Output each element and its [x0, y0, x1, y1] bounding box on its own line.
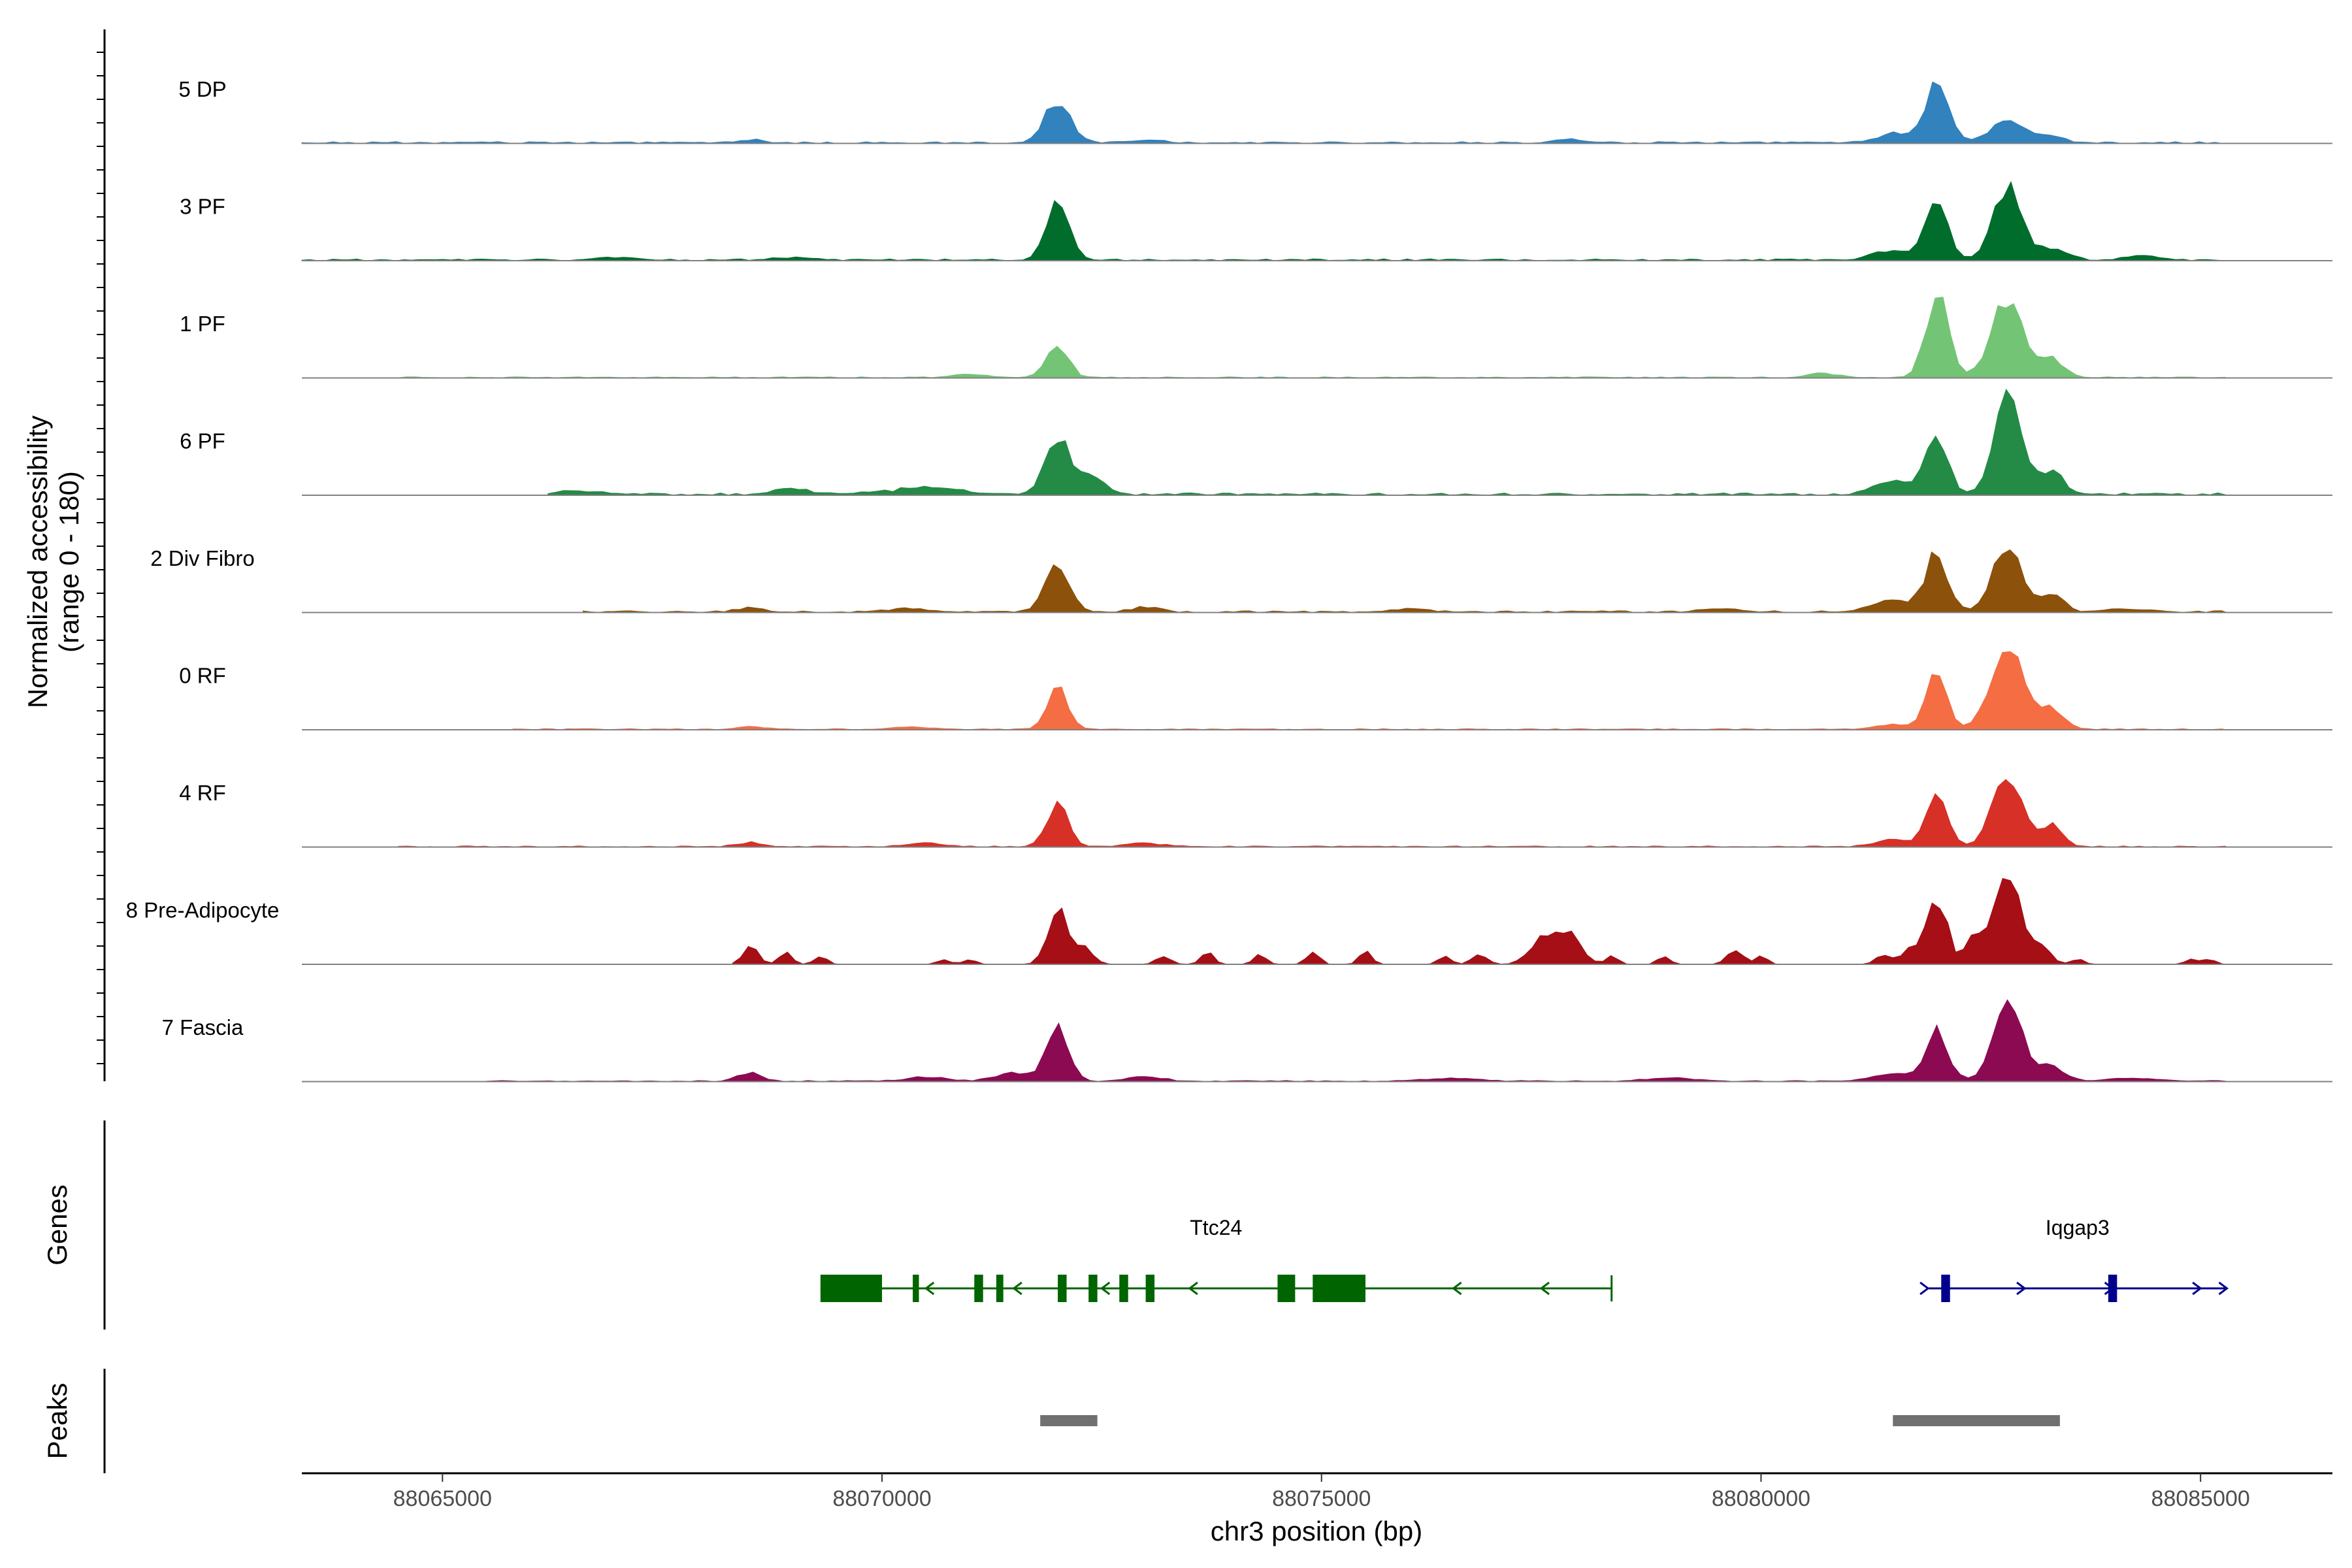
strand-arrow [2016, 1281, 2027, 1296]
gene-exon [1058, 1275, 1067, 1302]
track-label: 4 RF [179, 781, 226, 805]
gene: Iqgap3 [1919, 1216, 2229, 1302]
coverage-area [583, 549, 2227, 613]
coverage-area [301, 180, 2227, 261]
gene-exon [1313, 1275, 1365, 1302]
coverage-area [486, 999, 2227, 1083]
peaks-track [103, 1369, 2060, 1473]
x-tick-label: 88065000 [393, 1486, 492, 1511]
gene-exon [974, 1275, 983, 1302]
track-label: 0 RF [179, 664, 226, 688]
coverage-track: 5 DP [178, 77, 2332, 144]
strand-arrow [1188, 1281, 1198, 1296]
coverage-area [301, 81, 2227, 144]
gene-label: Ttc24 [1190, 1216, 1242, 1239]
coverage-area [547, 388, 2227, 496]
strand-arrow [2104, 1281, 2115, 1296]
gene-exon [913, 1275, 919, 1302]
x-axis: 88065000 88070000 88075000 88080000 88085000 [302, 1472, 2332, 1511]
coverage-track: 3 PF [180, 180, 2332, 261]
track-label: 3 PF [180, 195, 225, 219]
gene-exon [1088, 1275, 1098, 1302]
x-axis-title: chr3 position (bp) [1211, 1516, 1423, 1546]
coverage-area [398, 297, 2227, 379]
strand-arrow [1012, 1281, 1022, 1296]
x-tick-label: 88080000 [1712, 1486, 1810, 1511]
gene-label: Iqgap3 [2046, 1216, 2110, 1239]
strand-arrow [1919, 1281, 1930, 1296]
y-axis-title-line1: Normalized accessibility [22, 416, 53, 708]
coverage-area [732, 877, 2227, 965]
x-tick-label: 88085000 [2151, 1486, 2250, 1511]
track-label: 1 PF [180, 312, 225, 336]
coverage-track: 0 RF [179, 651, 2332, 730]
strand-arrow [1452, 1281, 1462, 1296]
y-axis-title-line2: (range 0 - 180) [54, 471, 84, 653]
gene-exon [1277, 1275, 1296, 1302]
x-tick-label: 88075000 [1272, 1486, 1371, 1511]
gene-exon [1941, 1275, 1950, 1302]
x-tick-label: 88070000 [832, 1486, 931, 1511]
genes-track: Ttc24 Iqgap3 [103, 1120, 2229, 1330]
track-label: 7 Fascia [162, 1015, 244, 1039]
strand-arrow [1100, 1281, 1111, 1296]
track-label: 6 PF [180, 429, 225, 453]
strand-arrow [924, 1281, 935, 1296]
genes-track-title: Genes [42, 1184, 73, 1266]
coverage-track: 7 Fascia [162, 999, 2332, 1083]
gene: Ttc24 [820, 1216, 1613, 1302]
coverage-area [512, 651, 2227, 730]
gene-exon [1145, 1275, 1155, 1302]
gene-exon [820, 1275, 882, 1302]
coverage-track: 4 RF [179, 779, 2332, 848]
strand-arrow [2218, 1281, 2229, 1296]
strand-arrow [2192, 1281, 2202, 1296]
coverage-track: 2 Div Fibro [150, 546, 2332, 613]
peaks-track-title: Peaks [42, 1383, 73, 1460]
coverage-y-axis [97, 29, 106, 1081]
track-label: 8 Pre-Adipocyte [126, 898, 280, 923]
gene-exon [1119, 1275, 1128, 1302]
strand-arrow [1539, 1281, 1550, 1296]
gene-exon [996, 1275, 1004, 1302]
coverage-area [398, 779, 2229, 848]
track-label: 5 DP [178, 77, 226, 101]
peak-region [1893, 1415, 2060, 1426]
coverage-track: 6 PF [180, 388, 2332, 496]
coverage-tracks: 5 DP 3 PF 1 PF 6 PF 2 Div Fibro 0 RF 4 RF 8 Pre… [126, 77, 2332, 1083]
coverage-track: 8 Pre-Adipocyte [126, 877, 2332, 965]
peak-region [1040, 1415, 1098, 1426]
coverage-track: 1 PF [180, 297, 2332, 379]
track-label: 2 Div Fibro [150, 546, 255, 570]
